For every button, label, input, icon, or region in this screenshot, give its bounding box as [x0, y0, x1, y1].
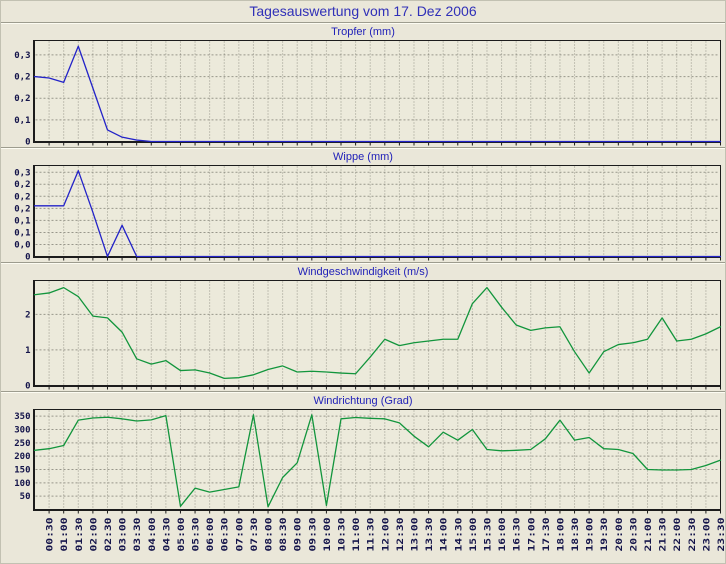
chart-panel-tropfer: Tropfer (mm) 0,3 0,2 0,2 0,1 0 — [1, 23, 725, 147]
x-axis-time-label: 14:00 — [440, 518, 450, 552]
x-axis-time-label: 22:00 — [673, 518, 683, 552]
x-axis-time-label: 12:00 — [381, 518, 391, 552]
x-axis-time-label: 15:00 — [469, 518, 479, 552]
x-axis-time-label: 04:30 — [162, 518, 172, 552]
x-axis-time-label: 11:30 — [367, 518, 377, 552]
y-axis-label: 150 — [14, 466, 30, 476]
x-axis-time-label: 12:30 — [396, 518, 406, 552]
x-axis-time-label: 10:00 — [323, 518, 333, 552]
x-axis-time-label: 03:00 — [119, 518, 129, 552]
chart-panel-wippe: Wippe (mm) 0,3 0,2 0,2 0,2 0,1 0,1 0,0 0 — [1, 147, 725, 262]
y-axis-label: 0,3 — [14, 168, 30, 178]
x-axis-time-label: 18:30 — [571, 518, 581, 552]
x-axis-time-label: 02:30 — [104, 518, 114, 552]
y-axis-label: 0,1 — [14, 228, 30, 238]
y-axis-label: 0 — [25, 253, 30, 263]
data-series-line — [33, 286, 722, 380]
x-axis-time-label: 14:30 — [454, 518, 464, 552]
chart-title-tropfer: Tropfer (mm) — [331, 26, 395, 38]
x-axis-time-label: 08:00 — [265, 518, 275, 552]
x-axis-time-label: 07:30 — [250, 518, 260, 552]
y-axis-label: 250 — [14, 439, 30, 449]
y-axis-label: 0,1 — [14, 116, 30, 126]
y-axis-label: 350 — [14, 412, 30, 422]
y-axis-label: 0,2 — [14, 73, 30, 83]
y-axis-label: 0 — [25, 382, 30, 392]
x-axis-time-label: 13:00 — [410, 518, 420, 552]
x-axis-time-label: 09:30 — [308, 518, 318, 552]
x-axis-time-label: 06:30 — [221, 518, 231, 552]
line-chart-windrichtung: 350 300 250 200 150 100 50 00:30 01:00 01:30 02:00… — [14, 409, 726, 552]
x-axis-time-label: 19:30 — [600, 518, 610, 552]
chart-panel-windrichtung: Windrichtung (Grad) 350 300 250 200 150 100 50… — [1, 391, 725, 557]
x-axis-time-label: 17:00 — [527, 518, 537, 552]
x-axis-time-label: 18:00 — [556, 518, 566, 552]
x-axis-time-label: 23:30 — [717, 518, 726, 552]
x-axis-time-label: 01:00 — [60, 518, 70, 552]
chart-title-windrichtung: Windrichtung (Grad) — [313, 395, 413, 407]
line-chart-tropfer: 0,3 0,2 0,2 0,1 0 — [14, 40, 722, 148]
line-chart-windgeschwindigkeit: 2 1 0 — [25, 280, 722, 392]
x-axis-time-label: 10:30 — [338, 518, 348, 552]
y-axis-label: 0,2 — [14, 192, 30, 202]
x-axis-time-label: 02:00 — [89, 518, 99, 552]
y-axis-label: 300 — [14, 426, 30, 436]
y-axis-label: 0,2 — [14, 204, 30, 214]
x-axis-time-label: 09:00 — [294, 518, 304, 552]
y-axis-label: 0,0 — [14, 240, 30, 250]
data-series-line — [33, 45, 722, 143]
page-title: Tagesauswertung vom 17. Dez 2006 — [1, 1, 725, 23]
x-axis-time-label: 20:30 — [629, 518, 639, 552]
y-axis-label: 0,3 — [14, 51, 30, 61]
x-axis-time-label: 11:00 — [352, 518, 362, 552]
x-axis-time-label: 07:00 — [235, 518, 245, 552]
data-series-line — [33, 414, 722, 508]
x-axis-time-label: 00:30 — [46, 518, 56, 552]
line-chart-wippe: 0,3 0,2 0,2 0,2 0,1 0,1 0,0 0 — [14, 165, 722, 263]
x-axis-time-label: 17:30 — [542, 518, 552, 552]
y-axis-label: 0,1 — [14, 216, 30, 226]
x-axis-time-label: 23:00 — [702, 518, 712, 552]
y-axis-label: 0,2 — [14, 94, 30, 104]
x-axis-time-label: 06:00 — [206, 518, 216, 552]
y-axis-label: 50 — [20, 492, 31, 502]
x-axis-time-label: 20:00 — [615, 518, 625, 552]
x-axis-time-label: 05:30 — [192, 518, 202, 552]
y-axis-label: 100 — [14, 479, 30, 489]
data-series-line — [33, 170, 722, 258]
x-axis-time-label: 21:00 — [644, 518, 654, 552]
chart-title-windgeschwindigkeit: Windgeschwindigkeit (m/s) — [297, 266, 429, 278]
y-axis-label: 200 — [14, 452, 30, 462]
chart-panel-windgeschwindigkeit: Windgeschwindigkeit (m/s) 2 1 0 — [1, 262, 725, 391]
y-axis-label: 2 — [25, 310, 30, 320]
x-axis-time-label: 05:00 — [177, 518, 187, 552]
x-axis-time-label: 01:30 — [75, 518, 85, 552]
y-axis-label: 1 — [25, 346, 30, 356]
x-axis-time-label: 13:30 — [425, 518, 435, 552]
y-axis-label: 0,2 — [14, 180, 30, 190]
x-axis-time-label: 19:00 — [586, 518, 596, 552]
x-axis-time-label: 21:30 — [659, 518, 669, 552]
x-axis-time-label: 22:30 — [688, 518, 698, 552]
chart-title-wippe: Wippe (mm) — [333, 151, 393, 163]
y-axis-label: 0 — [25, 138, 30, 148]
x-axis-time-label: 04:00 — [148, 518, 158, 552]
x-axis-time-label: 08:30 — [279, 518, 289, 552]
x-axis-time-label: 16:30 — [513, 518, 523, 552]
x-axis-time-label: 03:30 — [133, 518, 143, 552]
x-axis-time-label: 16:00 — [498, 518, 508, 552]
x-axis-time-label: 15:30 — [483, 518, 493, 552]
